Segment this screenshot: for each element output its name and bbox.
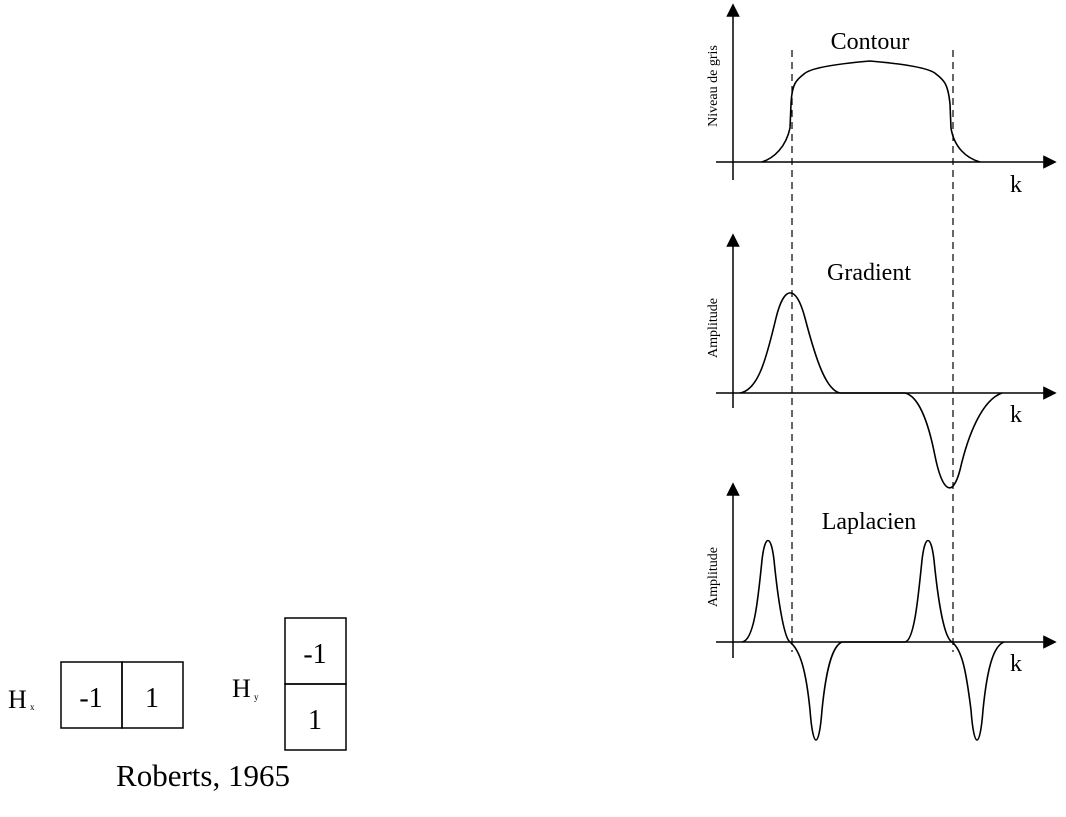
laplacien-curve [741,539,1005,741]
hx-cell-value: -1 [79,683,102,714]
hy-cell-value: 1 [308,705,322,736]
contour-curve [761,60,981,163]
hy-label: H [232,674,251,703]
contour-y-label: Niveau de gris [706,45,721,127]
contour-title: Contour [831,29,910,55]
gradient-y-label: Amplitude [706,298,721,358]
laplacien-x-label: k [1010,651,1022,677]
laplacien-panel: Laplacien Amplitude k [706,482,1057,741]
hy-mask: -1 1 [284,617,347,751]
hx-subscript: x [30,702,35,712]
contour-panel: Contour Niveau de gris k [706,3,1057,198]
hx-label: H [8,685,27,714]
roberts-caption: Roberts, 1965 [116,758,290,793]
gradient-curve [739,292,1003,489]
contour-x-label: k [1010,172,1022,198]
hy-cell-value: -1 [303,639,326,670]
gradient-title: Gradient [827,260,911,286]
gradient-x-label: k [1010,402,1022,428]
hx-mask: -1 1 [60,661,184,729]
hx-cell-value: 1 [145,683,159,714]
gradient-panel: Gradient Amplitude k [706,233,1057,489]
roberts-operator: H x -1 1 H y -1 1 Roberts, 1965 [8,617,347,793]
hy-subscript: y [254,692,259,702]
laplacien-title: Laplacien [822,509,917,535]
laplacien-y-label: Amplitude [706,547,721,607]
hx-cell-right [121,661,184,729]
hy-cell-bottom [284,683,347,751]
